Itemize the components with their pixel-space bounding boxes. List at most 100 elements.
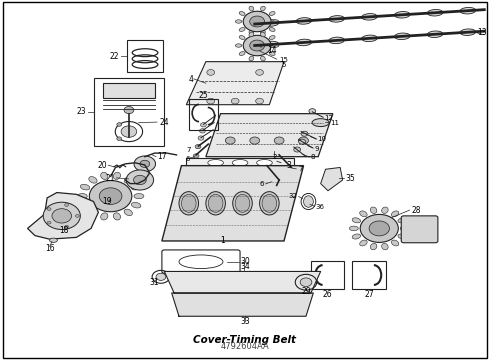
Ellipse shape <box>89 177 97 183</box>
Ellipse shape <box>249 56 254 61</box>
Circle shape <box>134 175 146 185</box>
Text: 6: 6 <box>260 181 265 187</box>
Ellipse shape <box>269 51 275 55</box>
Circle shape <box>299 139 305 144</box>
Text: 26: 26 <box>323 290 332 299</box>
Circle shape <box>75 215 79 217</box>
Circle shape <box>195 144 201 149</box>
Ellipse shape <box>261 32 265 37</box>
Text: 24: 24 <box>159 118 169 127</box>
Ellipse shape <box>124 209 132 216</box>
Ellipse shape <box>263 41 279 48</box>
Ellipse shape <box>134 194 144 199</box>
Ellipse shape <box>349 226 358 231</box>
Polygon shape <box>27 193 98 239</box>
Circle shape <box>156 273 166 280</box>
Text: 23: 23 <box>76 107 86 116</box>
Circle shape <box>200 123 206 127</box>
Circle shape <box>193 154 199 158</box>
Circle shape <box>52 209 72 223</box>
Circle shape <box>207 98 215 104</box>
Text: 10: 10 <box>317 136 326 143</box>
Ellipse shape <box>329 37 344 44</box>
Circle shape <box>126 170 153 190</box>
Circle shape <box>65 225 69 228</box>
Text: 28: 28 <box>411 206 420 215</box>
Ellipse shape <box>269 27 275 31</box>
Ellipse shape <box>272 20 279 23</box>
Circle shape <box>250 40 265 51</box>
Ellipse shape <box>303 196 313 207</box>
Ellipse shape <box>312 119 329 127</box>
Circle shape <box>243 35 271 56</box>
Text: 16: 16 <box>45 244 54 253</box>
Ellipse shape <box>370 243 377 250</box>
Ellipse shape <box>239 27 245 31</box>
Ellipse shape <box>392 240 399 246</box>
Ellipse shape <box>100 172 108 179</box>
Text: 7: 7 <box>299 166 303 172</box>
Text: 31: 31 <box>150 278 159 287</box>
Circle shape <box>256 98 264 104</box>
Ellipse shape <box>352 218 361 223</box>
Text: 27: 27 <box>364 290 374 299</box>
Bar <box>189 99 218 130</box>
Ellipse shape <box>329 15 344 22</box>
Text: 6: 6 <box>185 156 190 162</box>
Ellipse shape <box>249 32 254 37</box>
Ellipse shape <box>208 159 223 166</box>
Ellipse shape <box>360 240 367 246</box>
Circle shape <box>43 202 80 229</box>
Circle shape <box>274 137 284 144</box>
Circle shape <box>47 208 51 211</box>
Ellipse shape <box>124 177 132 183</box>
Polygon shape <box>186 158 294 167</box>
Ellipse shape <box>249 30 254 35</box>
Polygon shape <box>320 167 343 191</box>
Ellipse shape <box>262 194 277 212</box>
Circle shape <box>250 16 265 27</box>
Ellipse shape <box>233 192 252 215</box>
Text: 4792604AA: 4792604AA <box>220 342 270 351</box>
Text: 14: 14 <box>260 46 277 55</box>
Ellipse shape <box>249 6 254 11</box>
Text: 34: 34 <box>240 262 250 271</box>
Circle shape <box>289 166 294 170</box>
Polygon shape <box>186 62 284 105</box>
Text: 4: 4 <box>189 75 194 84</box>
Ellipse shape <box>427 31 443 37</box>
Ellipse shape <box>77 194 87 199</box>
Text: 17: 17 <box>157 152 167 161</box>
Ellipse shape <box>398 218 406 223</box>
Ellipse shape <box>235 20 242 23</box>
Ellipse shape <box>296 18 312 24</box>
Circle shape <box>140 160 149 167</box>
Text: 13: 13 <box>477 28 487 37</box>
Circle shape <box>99 188 122 204</box>
Ellipse shape <box>460 8 476 14</box>
Text: 20: 20 <box>98 161 107 170</box>
Circle shape <box>256 69 264 75</box>
Circle shape <box>231 98 239 104</box>
Text: 15: 15 <box>279 57 288 63</box>
Circle shape <box>47 221 51 224</box>
Polygon shape <box>172 293 313 316</box>
Ellipse shape <box>392 211 399 217</box>
Ellipse shape <box>382 207 388 213</box>
Text: 25: 25 <box>198 91 208 100</box>
Text: 5: 5 <box>282 62 286 68</box>
Text: 30: 30 <box>240 257 250 266</box>
Ellipse shape <box>427 9 443 16</box>
Ellipse shape <box>296 39 312 46</box>
Ellipse shape <box>179 192 198 215</box>
Circle shape <box>199 129 205 133</box>
Text: 7: 7 <box>187 147 191 153</box>
Ellipse shape <box>269 12 275 15</box>
Circle shape <box>360 215 398 242</box>
Ellipse shape <box>80 202 90 208</box>
Text: 32: 32 <box>289 193 298 199</box>
Text: 22: 22 <box>110 52 120 61</box>
Circle shape <box>294 147 301 152</box>
Text: Cover-Timing Belt: Cover-Timing Belt <box>194 334 296 345</box>
Bar <box>103 83 154 98</box>
